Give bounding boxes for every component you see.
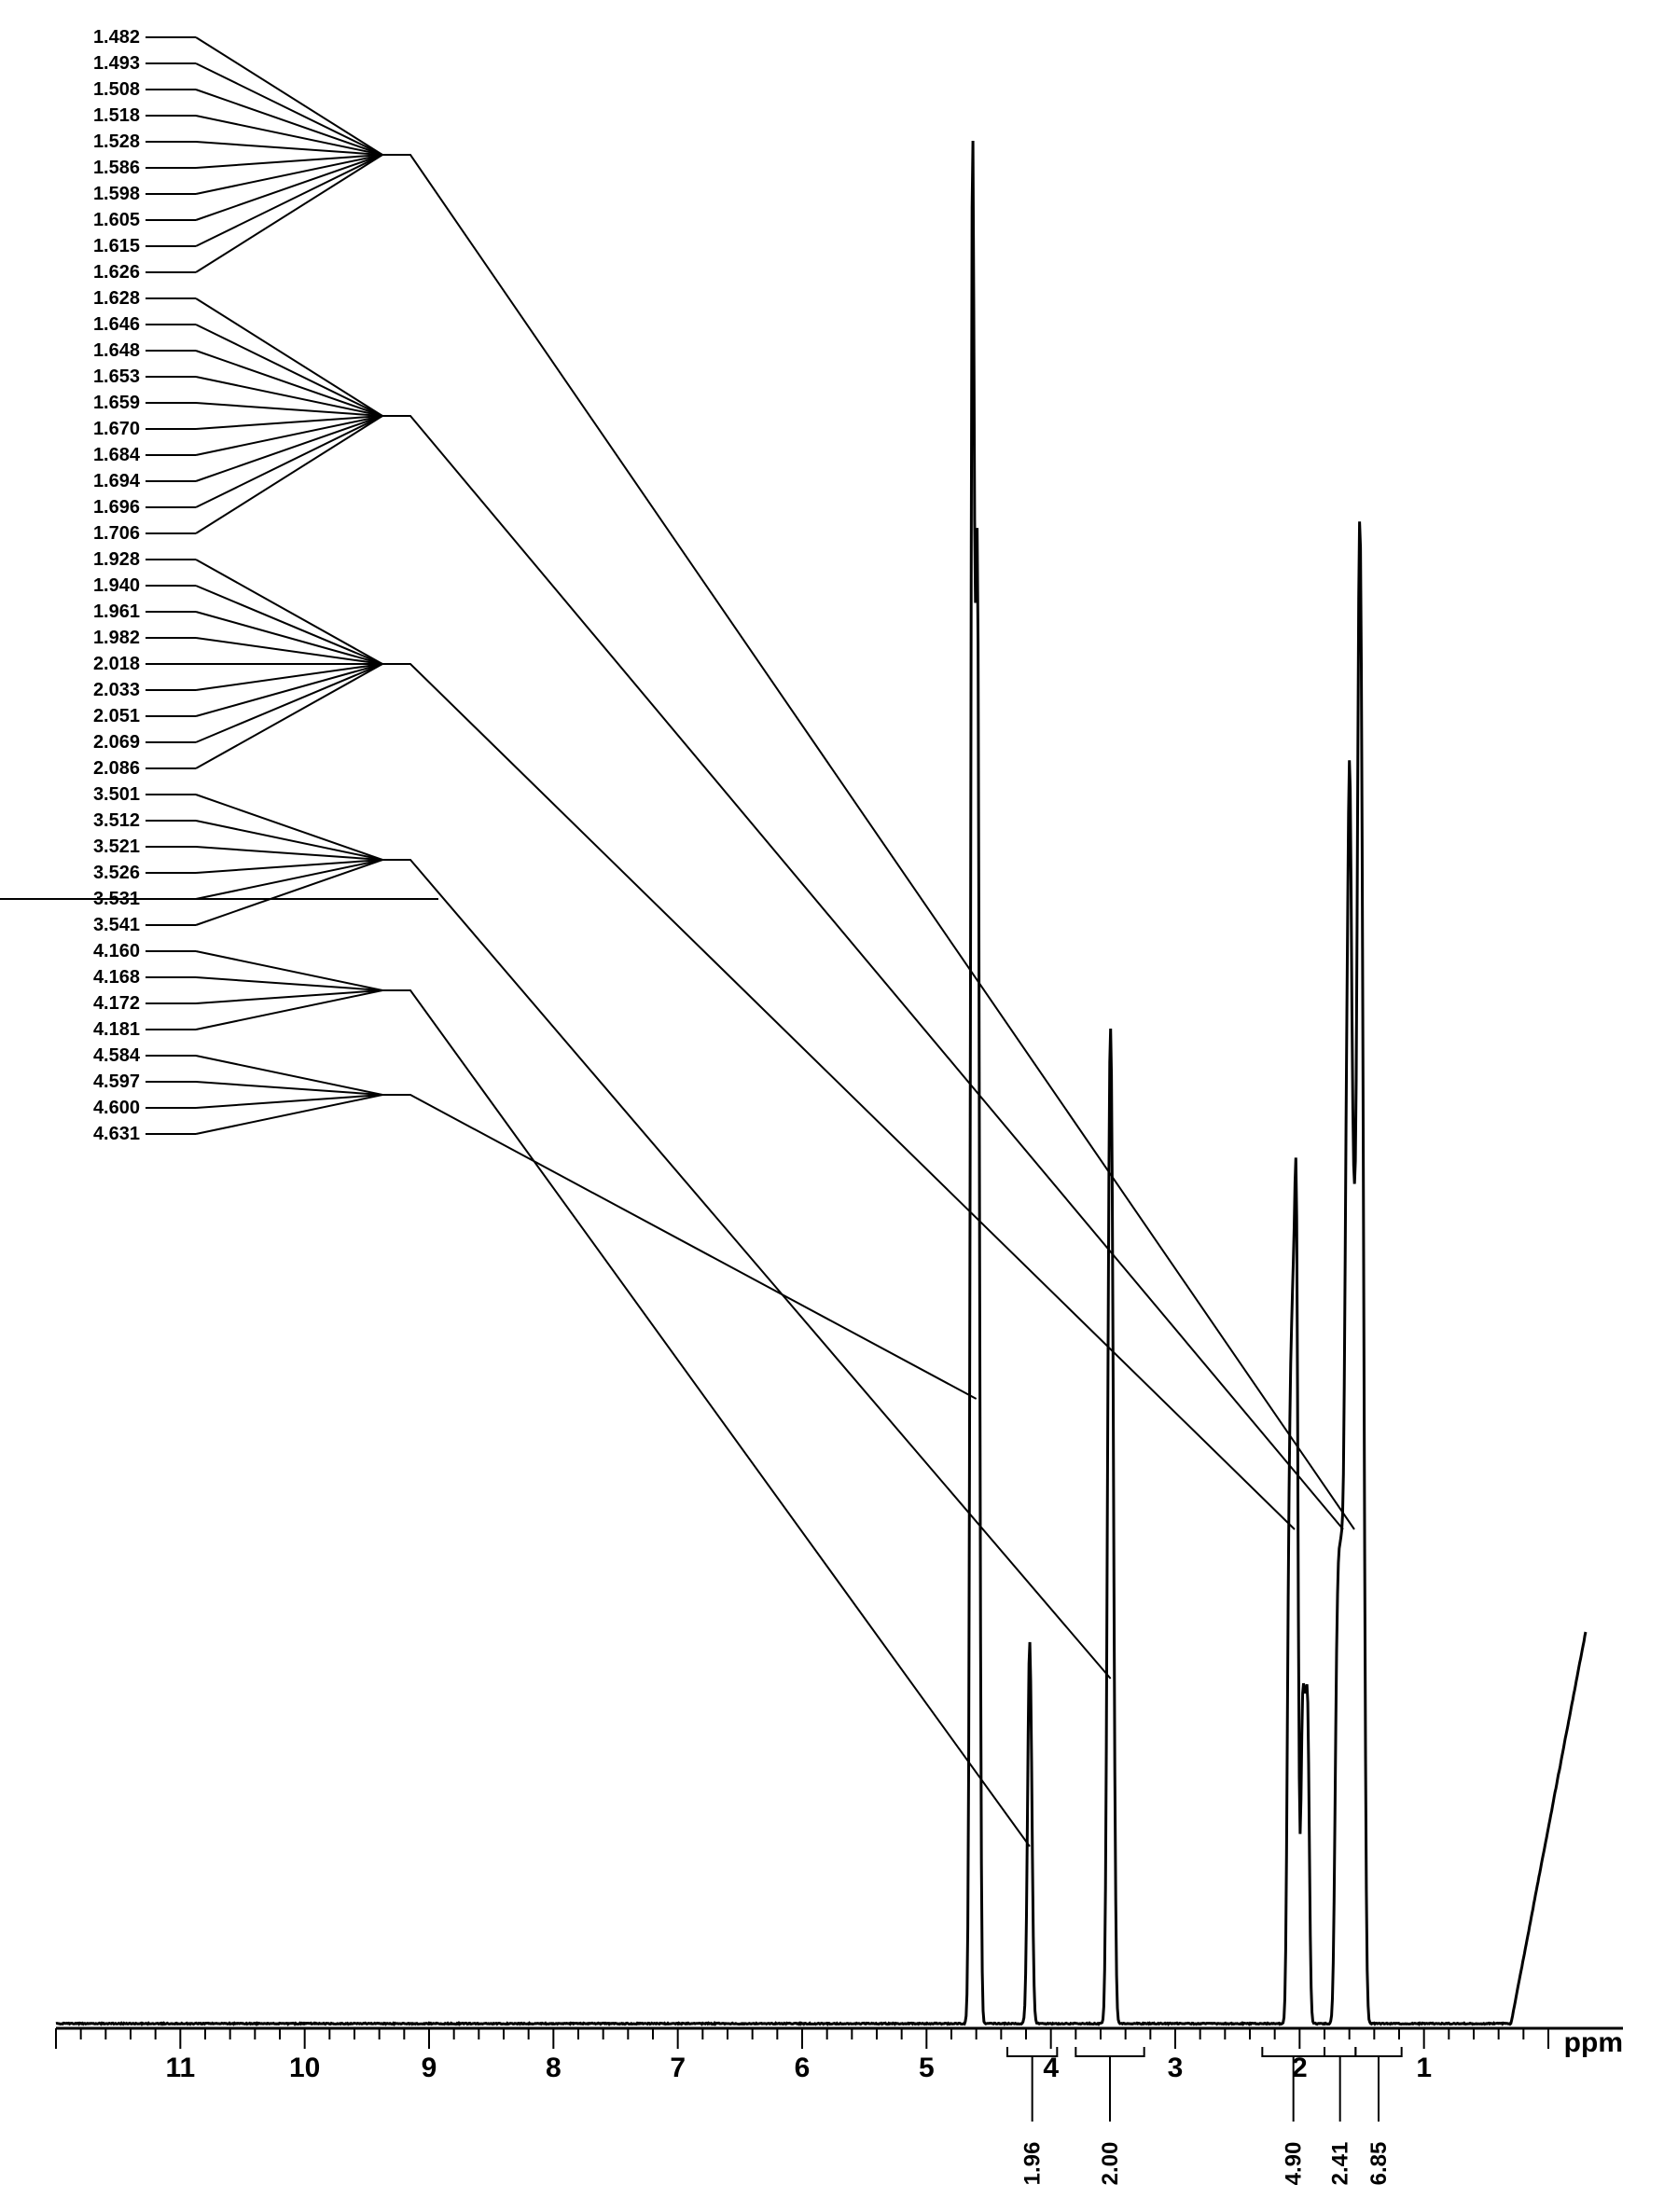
tick-label: 6	[795, 2053, 811, 2083]
peak-branch	[196, 155, 382, 272]
peak-branch	[196, 664, 382, 716]
peak-drop	[382, 860, 1111, 1679]
peak-branch	[196, 612, 382, 664]
peak-label: 2.033	[93, 680, 140, 700]
peak-label: 3.501	[93, 784, 140, 805]
peak-label: 3.526	[93, 863, 140, 883]
tick-label: 10	[289, 2053, 320, 2083]
integral-label: 2.41	[1328, 2142, 1353, 2186]
peak-label: 1.482	[93, 27, 140, 48]
peak-branch	[196, 560, 382, 664]
tick-label: 9	[422, 2053, 437, 2083]
integral-label: 6.85	[1366, 2142, 1392, 2186]
peak-label: 1.670	[93, 419, 140, 439]
peak-label: 4.160	[93, 941, 140, 961]
peak-label: 1.646	[93, 314, 140, 335]
tick-label: 1	[1416, 2053, 1432, 2083]
peak-label: 4.597	[93, 1071, 140, 1092]
peak-label: 1.684	[93, 445, 141, 465]
peak-label: 1.696	[93, 497, 140, 518]
peak-label: 1.605	[93, 210, 140, 230]
tick-label: 7	[670, 2053, 686, 2083]
peak-branch	[196, 63, 382, 155]
peak-label: 1.648	[93, 340, 140, 361]
integral-bracket	[1355, 2047, 1401, 2122]
peak-branch	[196, 664, 382, 690]
peak-label: 1.982	[93, 628, 140, 648]
peak-branch	[196, 416, 382, 507]
nmr-spectrum: 1234567891011ppm1.962.004.902.416.851.48…	[0, 0, 1664, 2212]
peak-label: 1.653	[93, 366, 140, 387]
tick-label: 8	[546, 2053, 562, 2083]
peak-label: 1.598	[93, 184, 140, 204]
peak-label: 2.086	[93, 758, 140, 779]
integral-label: 2.00	[1098, 2142, 1123, 2186]
peak-branch	[196, 325, 382, 416]
peak-label: 1.928	[93, 549, 140, 570]
peak-branch	[196, 664, 382, 742]
integral-label: 4.90	[1282, 2142, 1307, 2186]
peak-branch	[196, 664, 382, 768]
peak-branch	[196, 37, 382, 155]
integral-label: 1.96	[1020, 2142, 1046, 2186]
peak-branch	[196, 298, 382, 416]
peak-label: 4.584	[93, 1045, 141, 1066]
peak-label: 1.626	[93, 262, 140, 283]
peak-label: 1.940	[93, 575, 140, 596]
peak-label: 4.631	[93, 1124, 140, 1144]
peak-label: 2.051	[93, 706, 140, 726]
peak-label: 1.508	[93, 79, 140, 100]
peak-label: 4.181	[93, 1019, 140, 1040]
peak-branch	[196, 416, 382, 533]
peak-label: 1.586	[93, 158, 140, 178]
integral-bracket	[1324, 2047, 1355, 2122]
tick-label: 3	[1168, 2053, 1184, 2083]
peak-label: 4.172	[93, 993, 140, 1014]
peak-drop	[382, 990, 1030, 1846]
peak-branch	[196, 155, 382, 246]
peak-label: 1.493	[93, 53, 140, 74]
peak-drop	[382, 155, 1354, 1529]
axis-unit-label: ppm	[1564, 2027, 1623, 2058]
peak-drop	[382, 664, 1295, 1529]
peak-drop	[382, 416, 1343, 1529]
peak-label: 3.521	[93, 836, 140, 857]
peak-label: 4.600	[93, 1098, 140, 1118]
peak-label: 2.069	[93, 732, 140, 753]
peak-label: 1.518	[93, 105, 140, 126]
peak-label: 1.659	[93, 393, 140, 413]
peak-label: 3.541	[93, 915, 140, 935]
tick-label: 5	[919, 2053, 935, 2083]
peak-label: 4.168	[93, 967, 140, 988]
peak-branch	[196, 638, 382, 664]
integral-bracket	[1075, 2047, 1144, 2122]
peak-label: 3.512	[93, 810, 140, 831]
peak-label: 1.628	[93, 288, 140, 309]
integral-bracket	[1262, 2047, 1324, 2122]
peak-label: 1.961	[93, 601, 140, 622]
peak-branch	[196, 586, 382, 664]
peak-label: 1.694	[93, 471, 141, 491]
peak-label: 1.706	[93, 523, 140, 544]
peak-label: 2.018	[93, 654, 140, 674]
peak-label: 1.528	[93, 131, 140, 152]
tick-label: 11	[165, 2053, 195, 2083]
peak-drop	[382, 1095, 977, 1399]
peak-label: 1.615	[93, 236, 140, 256]
